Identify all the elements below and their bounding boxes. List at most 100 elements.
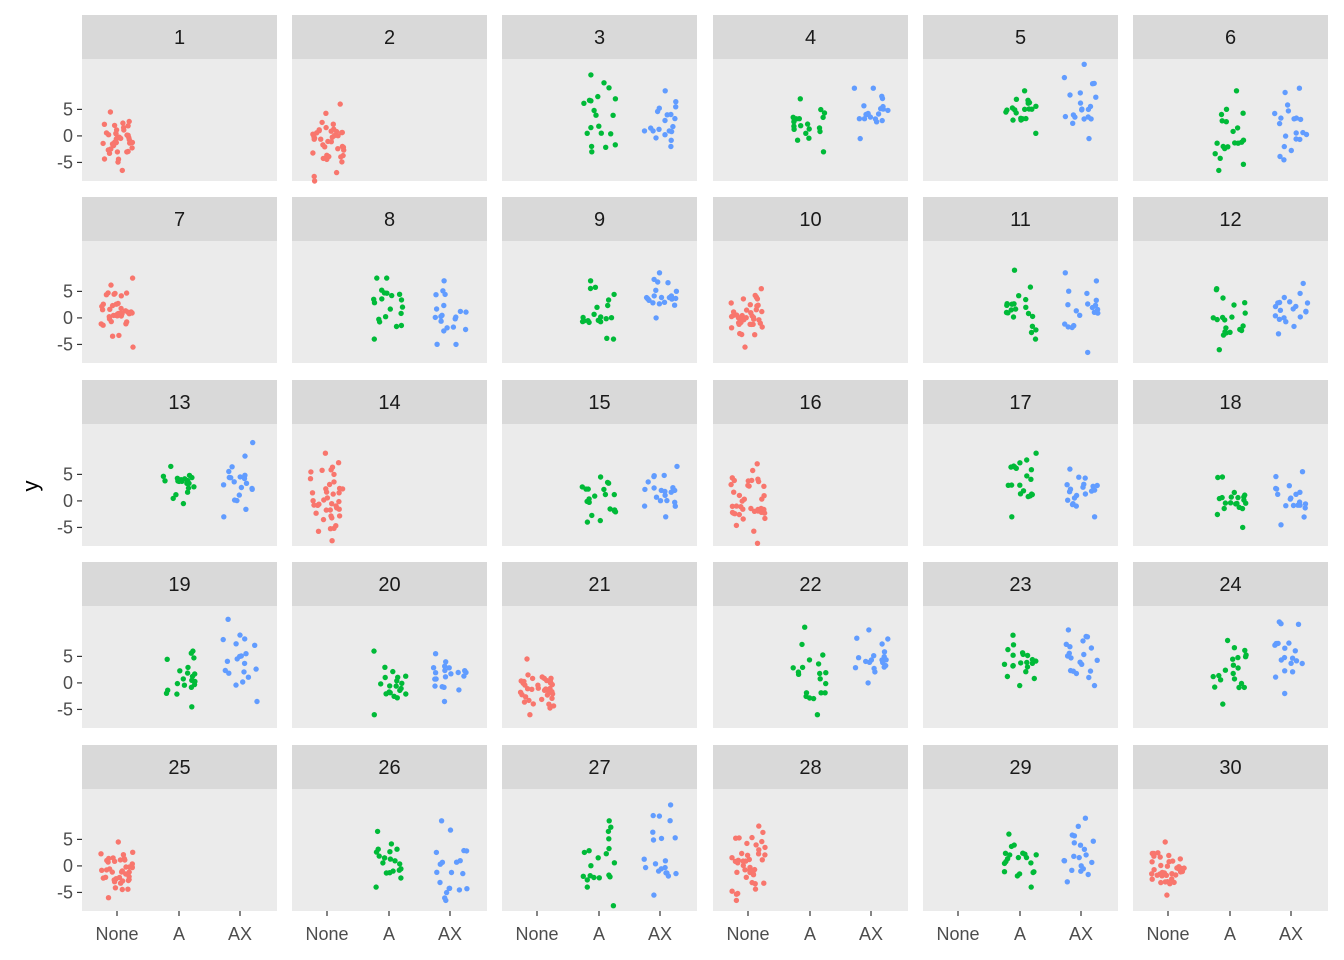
- data-point-a: [602, 491, 609, 498]
- data-point-ax: [1275, 491, 1281, 497]
- data-point-ax: [220, 636, 226, 643]
- data-point-none: [756, 823, 762, 829]
- data-point-ax: [651, 276, 657, 283]
- data-point-none: [331, 479, 337, 485]
- data-point-ax: [1295, 621, 1302, 627]
- data-point-a: [399, 304, 406, 310]
- data-point-a: [382, 674, 388, 681]
- data-point-a: [591, 107, 597, 114]
- data-point-ax: [673, 295, 679, 302]
- x-tick-label: A: [593, 924, 605, 944]
- data-point-none: [739, 316, 745, 323]
- data-point-none: [326, 481, 333, 488]
- data-point-a: [1242, 647, 1248, 654]
- data-point-none: [319, 467, 325, 473]
- facet-strip-label: 23: [1009, 574, 1031, 596]
- data-point-a: [791, 119, 797, 125]
- data-point-none: [518, 678, 524, 684]
- data-point-a: [586, 848, 592, 854]
- data-point-a: [796, 116, 802, 122]
- data-point-none: [1157, 854, 1163, 860]
- data-point-none: [119, 886, 126, 893]
- data-point-none: [130, 344, 136, 350]
- data-point-a: [1214, 316, 1220, 323]
- data-point-a: [1015, 854, 1022, 861]
- facet-panel-10: 10: [713, 197, 908, 363]
- data-point-ax: [442, 667, 448, 674]
- data-point-none: [759, 496, 765, 502]
- data-point-ax: [1288, 660, 1294, 666]
- data-point-none: [549, 691, 556, 697]
- data-point-none: [330, 491, 336, 497]
- data-point-a: [1033, 130, 1039, 136]
- facet-strip-label: 11: [1010, 209, 1031, 231]
- data-point-ax: [245, 674, 252, 680]
- data-point-a: [191, 655, 197, 661]
- data-point-none: [113, 136, 120, 142]
- data-point-a: [581, 100, 587, 107]
- data-point-ax: [433, 306, 440, 312]
- data-point-none: [111, 877, 117, 883]
- data-point-ax: [655, 868, 662, 874]
- data-point-ax: [1076, 474, 1082, 480]
- data-point-none: [522, 682, 528, 688]
- data-point-none: [329, 538, 335, 544]
- data-point-ax: [667, 802, 674, 808]
- data-point-ax: [651, 293, 657, 299]
- data-point-ax: [1273, 485, 1279, 492]
- data-point-ax: [434, 341, 440, 347]
- data-point-ax: [1062, 270, 1069, 276]
- data-point-a: [1021, 106, 1028, 113]
- x-tick-label: None: [936, 924, 979, 944]
- data-point-a: [185, 485, 192, 491]
- data-point-none: [762, 852, 768, 858]
- data-point-a: [1214, 140, 1220, 146]
- facet-panel-27: 27 None A AX: [502, 745, 697, 944]
- data-point-none: [760, 829, 766, 836]
- data-point-none: [322, 450, 329, 456]
- data-point-a: [189, 704, 195, 710]
- data-point-none: [744, 840, 750, 847]
- data-point-ax: [1081, 116, 1087, 122]
- data-point-ax: [249, 486, 255, 492]
- data-point-none: [758, 505, 764, 512]
- data-point-ax: [1282, 89, 1288, 96]
- data-point-none: [755, 851, 762, 857]
- data-point-none: [759, 324, 765, 330]
- data-point-a: [1009, 301, 1015, 307]
- data-point-none: [747, 321, 753, 327]
- x-tick-label: A: [804, 924, 816, 944]
- data-point-ax: [1290, 502, 1297, 509]
- data-point-ax: [1281, 294, 1288, 301]
- data-point-ax: [881, 649, 888, 655]
- data-point-a: [189, 474, 195, 481]
- data-point-ax: [450, 324, 457, 330]
- data-point-ax: [1086, 674, 1092, 681]
- data-point-ax: [243, 480, 250, 486]
- data-point-ax: [464, 886, 470, 892]
- data-point-none: [118, 305, 124, 312]
- data-point-a: [1023, 457, 1030, 463]
- data-point-a: [603, 851, 609, 857]
- data-point-none: [323, 507, 329, 513]
- data-point-ax: [861, 116, 868, 122]
- data-point-a: [610, 336, 617, 342]
- data-point-none: [105, 859, 111, 865]
- x-tick-label: AX: [1279, 924, 1303, 944]
- data-point-ax: [1076, 854, 1082, 861]
- data-point-ax: [444, 325, 450, 331]
- data-point-ax: [1084, 634, 1091, 640]
- data-point-none: [108, 318, 115, 325]
- facet-strip: [923, 562, 1118, 606]
- facet-strip-label: 29: [1009, 757, 1031, 779]
- facet-strip: [713, 197, 908, 241]
- data-point-a: [1228, 494, 1235, 500]
- data-point-ax: [462, 326, 469, 333]
- data-point-none: [735, 857, 741, 863]
- data-point-a: [1005, 310, 1011, 316]
- data-point-a: [1237, 326, 1243, 333]
- data-point-none: [1173, 872, 1179, 878]
- data-point-none: [329, 501, 335, 507]
- data-point-ax: [1277, 153, 1283, 160]
- data-point-ax: [1293, 658, 1300, 664]
